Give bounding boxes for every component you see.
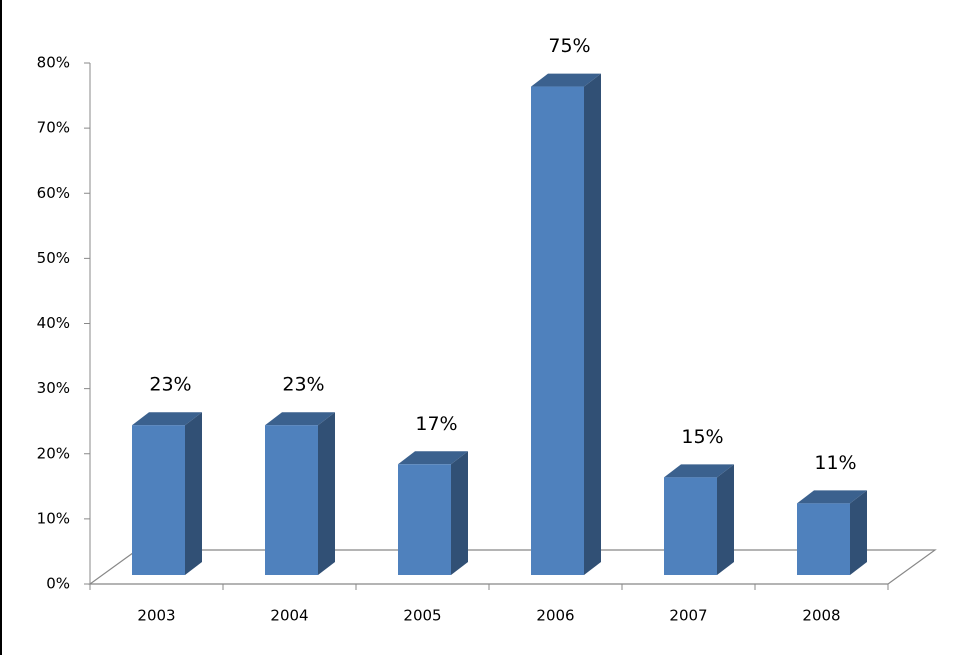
y-tick-label: 40%: [37, 314, 70, 332]
bar: [797, 503, 850, 575]
value-label: 17%: [415, 413, 457, 435]
bar-side: [318, 412, 335, 575]
y-tick-label: 80%: [37, 54, 70, 72]
y-tick-label: 0%: [46, 575, 70, 593]
value-label: 15%: [681, 426, 723, 448]
value-label: 75%: [548, 35, 590, 57]
y-tick-label: 70%: [37, 119, 70, 137]
bar-top: [398, 451, 468, 465]
bar-side: [717, 464, 734, 575]
bar-side: [451, 451, 468, 575]
x-tick-label: 2006: [536, 607, 574, 625]
bar-side: [850, 490, 867, 575]
y-tick-label: 30%: [37, 379, 70, 397]
bar: [398, 464, 451, 575]
bar: [132, 425, 185, 575]
y-tick-label: 60%: [37, 184, 70, 202]
y-tick-label: 50%: [37, 249, 70, 267]
x-tick-label: 2003: [137, 607, 175, 625]
bar-top: [132, 412, 202, 426]
y-tick-label: 20%: [37, 444, 70, 462]
bar-top: [265, 412, 335, 426]
bar-top: [531, 73, 601, 87]
x-tick-label: 2005: [403, 607, 441, 625]
x-tick-label: 2008: [802, 607, 840, 625]
bar-side: [584, 73, 601, 575]
y-tick-label: 10%: [37, 509, 70, 527]
bar: [531, 86, 584, 575]
value-label: 23%: [282, 374, 324, 396]
x-tick-label: 2007: [669, 607, 707, 625]
x-tick-label: 2004: [270, 607, 308, 625]
bar-side: [185, 412, 202, 575]
bar: [265, 425, 318, 575]
bar: [664, 477, 717, 575]
bar-top: [664, 464, 734, 478]
value-label: 23%: [149, 374, 191, 396]
value-label: 11%: [814, 452, 856, 474]
bar-top: [797, 490, 867, 504]
